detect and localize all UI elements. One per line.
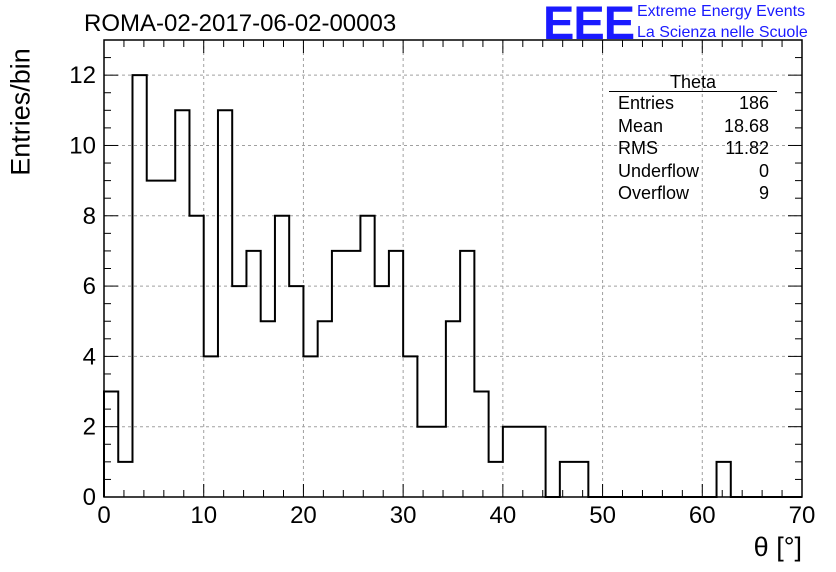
y-tick-label: 2 bbox=[83, 414, 96, 441]
stats-value: 18.68 bbox=[723, 115, 769, 136]
stats-row-entries: Entries 186 bbox=[609, 92, 777, 115]
y-axis-label: Entries/bin bbox=[5, 48, 36, 176]
stats-label: Entries bbox=[618, 93, 675, 113]
x-tick-label: 30 bbox=[390, 502, 417, 529]
stats-row-underflow: Underflow 0 bbox=[609, 160, 777, 183]
stats-label: Underflow bbox=[618, 160, 700, 181]
x-tick-label: 0 bbox=[97, 502, 110, 529]
y-tick-label: 4 bbox=[83, 343, 96, 370]
x-tick-label: 70 bbox=[789, 502, 816, 529]
stats-value: 11.82 bbox=[725, 138, 769, 158]
x-axis-label: θ [°] bbox=[753, 532, 802, 562]
stats-title: Theta bbox=[609, 73, 777, 92]
stats-label: RMS bbox=[618, 138, 658, 158]
y-tick-label: 10 bbox=[69, 132, 96, 159]
logo-line-1: Extreme Energy Events bbox=[637, 3, 806, 20]
stats-value: 186 bbox=[738, 93, 769, 113]
y-tick-label: 8 bbox=[83, 203, 96, 230]
stats-row-mean: Mean 18.68 bbox=[609, 115, 777, 138]
stats-label: Mean bbox=[618, 115, 664, 136]
y-tick-label: 6 bbox=[83, 273, 96, 300]
logo-line-2: La Scienza nelle Scuole bbox=[637, 24, 808, 41]
stats-label: Overflow bbox=[618, 183, 690, 203]
x-tick-label: 50 bbox=[589, 502, 616, 529]
stats-value: 9 bbox=[758, 183, 769, 203]
stats-row-rms: RMS 11.82 bbox=[609, 137, 777, 160]
x-tick-label: 60 bbox=[689, 502, 716, 529]
plot-title: ROMA-02-2017-06-02-00003 bbox=[84, 10, 397, 37]
y-tick-label: 0 bbox=[83, 484, 96, 511]
x-tick-label: 40 bbox=[490, 502, 517, 529]
stats-box: Theta Entries 186 Mean 18.68 RMS 11.82 Unde… bbox=[609, 73, 777, 205]
stats-value: 0 bbox=[758, 160, 769, 181]
stats-row-overflow: Overflow 9 bbox=[609, 182, 777, 205]
x-tick-label: 20 bbox=[290, 502, 317, 529]
eee-logo: EEE bbox=[543, 0, 635, 49]
y-tick-label: 12 bbox=[69, 62, 96, 89]
x-tick-label: 10 bbox=[190, 502, 217, 529]
